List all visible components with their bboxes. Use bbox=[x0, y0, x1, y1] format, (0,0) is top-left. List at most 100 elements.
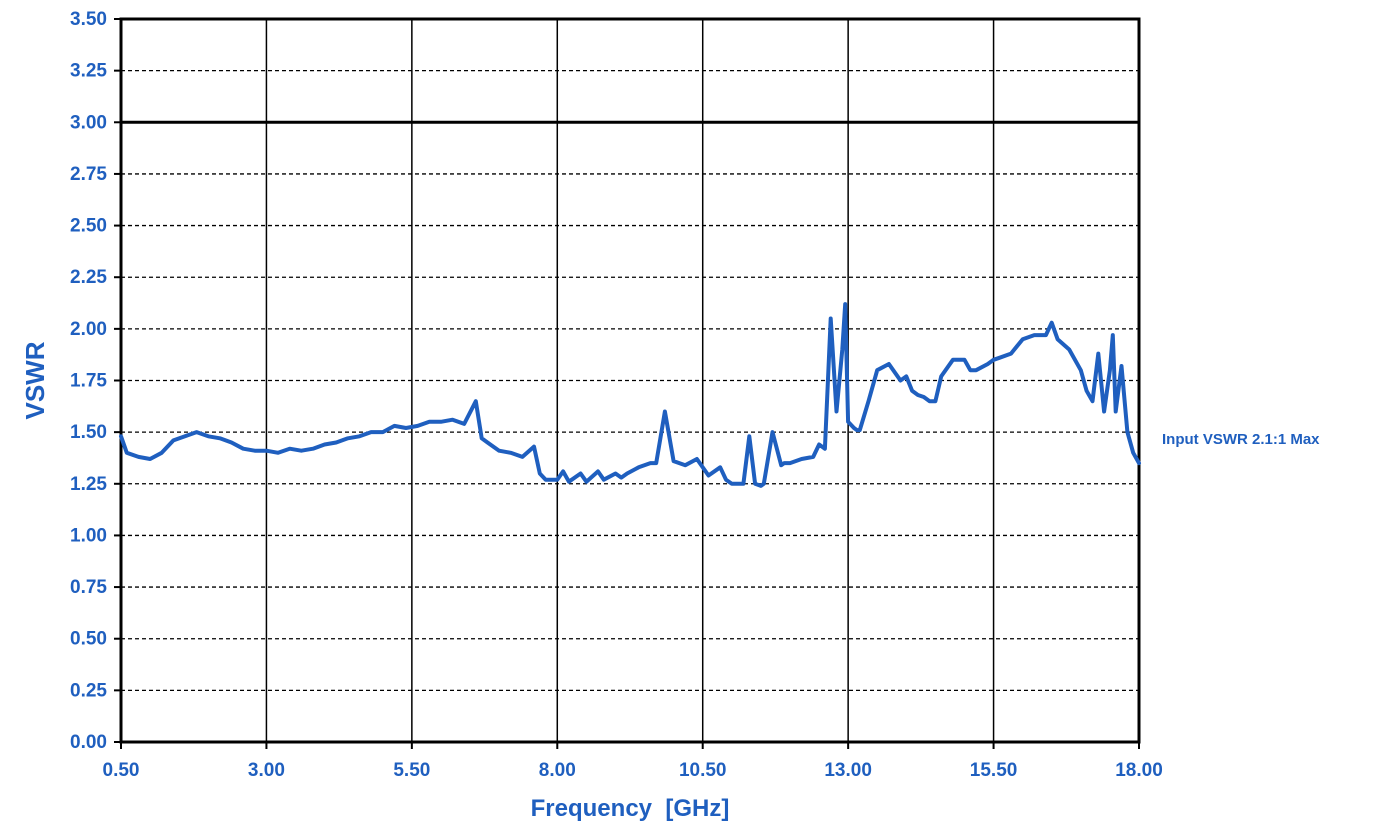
data-point bbox=[452, 419, 454, 421]
data-point bbox=[899, 379, 902, 382]
data-point bbox=[1103, 410, 1105, 413]
data-point bbox=[626, 472, 628, 475]
data-point bbox=[510, 452, 512, 454]
data-point bbox=[649, 462, 652, 464]
data-point bbox=[393, 425, 395, 427]
data-point bbox=[580, 472, 582, 475]
data-point bbox=[533, 446, 535, 448]
data-point bbox=[324, 443, 326, 446]
x-axis-label: Frequency [GHz] bbox=[531, 795, 730, 822]
data-point bbox=[940, 375, 942, 377]
data-point bbox=[382, 431, 384, 433]
y-tick-label: 1.75 bbox=[70, 371, 107, 392]
data-point bbox=[585, 481, 588, 483]
data-point bbox=[853, 427, 855, 429]
x-tick-labels: 0.50 3.00 5.50 8.00 10.50 13.00 15.50 18.00 bbox=[103, 760, 1163, 781]
data-point bbox=[696, 458, 698, 460]
y-tick-label: 1.50 bbox=[70, 422, 107, 443]
data-point bbox=[923, 396, 925, 398]
data-point bbox=[952, 359, 954, 361]
y-tick-label: 2.25 bbox=[70, 267, 107, 288]
y-tick-label: 2.75 bbox=[70, 164, 107, 185]
data-point bbox=[859, 429, 861, 431]
data-point bbox=[172, 439, 174, 441]
y-tick-label: 0.75 bbox=[70, 577, 107, 598]
data-point bbox=[358, 435, 361, 437]
y-tick-label: 3.00 bbox=[70, 112, 107, 133]
data-point bbox=[719, 466, 721, 468]
data-point bbox=[856, 429, 858, 431]
data-point bbox=[929, 400, 931, 402]
data-point bbox=[993, 359, 995, 361]
data-point bbox=[684, 464, 686, 466]
data-point bbox=[463, 423, 465, 425]
data-point bbox=[638, 466, 640, 468]
x-tick-label: 0.50 bbox=[103, 760, 140, 781]
data-point bbox=[876, 369, 878, 371]
data-point bbox=[655, 462, 657, 464]
data-point bbox=[545, 479, 547, 481]
x-tick-label: 3.00 bbox=[248, 760, 285, 781]
data-point bbox=[934, 400, 937, 402]
y-tick-label: 3.50 bbox=[70, 9, 107, 30]
data-point bbox=[830, 317, 832, 320]
data-point bbox=[963, 359, 966, 361]
data-point bbox=[987, 363, 989, 365]
data-point bbox=[1068, 348, 1070, 351]
data-point bbox=[969, 369, 971, 371]
data-point bbox=[998, 357, 1001, 359]
data-point bbox=[137, 456, 140, 458]
data-point bbox=[603, 479, 605, 481]
data-point bbox=[486, 441, 489, 444]
data-point bbox=[754, 483, 756, 485]
y-tick-label: 1.00 bbox=[70, 525, 107, 546]
data-point bbox=[1112, 334, 1114, 336]
spec-annotation: Input VSWR 2.1:1 Max bbox=[1162, 431, 1320, 448]
data-point bbox=[1120, 365, 1123, 367]
x-tick-label: 5.50 bbox=[393, 760, 430, 781]
y-tick-label: 2.00 bbox=[70, 319, 107, 340]
data-point bbox=[1097, 353, 1099, 355]
data-point bbox=[300, 450, 302, 452]
data-point bbox=[1115, 410, 1117, 413]
data-point bbox=[161, 452, 163, 454]
data-point bbox=[783, 462, 785, 464]
data-point bbox=[428, 421, 430, 423]
data-point bbox=[521, 456, 524, 458]
data-point bbox=[1051, 322, 1053, 324]
data-point bbox=[1045, 334, 1047, 336]
data-point bbox=[835, 410, 838, 413]
data-point bbox=[568, 481, 570, 483]
data-point bbox=[789, 462, 791, 464]
data-point bbox=[1132, 452, 1134, 454]
data-point bbox=[120, 435, 122, 437]
data-point bbox=[841, 348, 843, 351]
y-tick-label: 0.00 bbox=[70, 732, 107, 753]
data-point bbox=[539, 472, 541, 475]
y-tick-label: 0.25 bbox=[70, 680, 107, 701]
data-point bbox=[312, 448, 314, 450]
data-point bbox=[911, 390, 913, 392]
x-tick-label: 15.50 bbox=[970, 760, 1018, 781]
horizontal-gridlines bbox=[121, 69, 1139, 692]
data-point bbox=[265, 450, 267, 452]
data-point bbox=[126, 452, 128, 454]
data-point bbox=[230, 441, 233, 444]
data-point bbox=[481, 437, 483, 439]
data-point bbox=[760, 485, 762, 487]
data-point bbox=[664, 410, 666, 413]
data-point bbox=[1010, 353, 1012, 355]
data-point bbox=[975, 369, 977, 371]
data-point bbox=[440, 421, 442, 423]
data-point bbox=[475, 400, 477, 402]
data-point bbox=[207, 435, 209, 437]
data-point bbox=[184, 435, 186, 437]
data-point bbox=[1080, 369, 1082, 371]
data-point bbox=[731, 483, 733, 485]
data-point bbox=[801, 458, 803, 460]
x-tick-label: 10.50 bbox=[679, 760, 727, 781]
y-tick-label: 0.50 bbox=[70, 629, 107, 650]
data-point bbox=[844, 303, 846, 305]
data-point bbox=[1086, 390, 1088, 392]
plot-area bbox=[121, 19, 1139, 742]
